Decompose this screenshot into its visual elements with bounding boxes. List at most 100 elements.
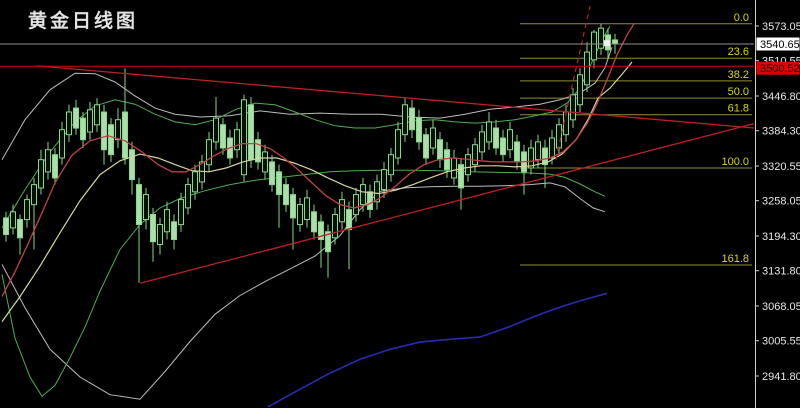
candle-body xyxy=(304,197,310,220)
candle-body xyxy=(3,217,9,235)
candle-body xyxy=(514,141,520,163)
axis-tick-label: 3573.05 xyxy=(762,21,800,33)
candle-body xyxy=(612,39,618,45)
trendline-dashed-steep xyxy=(555,5,591,160)
candle-body xyxy=(234,129,240,151)
candle-body xyxy=(493,127,499,149)
candle-body xyxy=(185,184,191,209)
candle-body xyxy=(52,154,58,179)
candle-body xyxy=(381,169,387,191)
candle-body xyxy=(430,127,436,149)
candle-body xyxy=(479,131,485,153)
alert-price-box-label: 3500.52 xyxy=(760,63,800,75)
candle-body xyxy=(122,111,128,159)
candle-body xyxy=(101,111,107,151)
candle-body xyxy=(353,194,359,216)
candle-body xyxy=(171,221,177,241)
ma-blue-line xyxy=(267,292,608,408)
ma-yellow-line xyxy=(1,61,633,322)
candle-body xyxy=(402,104,408,136)
axis-tick-label: 3131.80 xyxy=(762,266,800,278)
candle-body xyxy=(108,124,114,156)
candle-body xyxy=(157,224,163,245)
candle-body xyxy=(94,104,100,126)
candle-body xyxy=(192,171,198,193)
candle-body xyxy=(311,211,317,233)
candle-body xyxy=(143,194,149,221)
candle-body xyxy=(542,147,548,166)
candle-body xyxy=(535,141,541,161)
candle-body xyxy=(528,147,534,169)
candle-body xyxy=(290,194,296,219)
fib-label: 100.0 xyxy=(721,156,749,168)
candle-body xyxy=(500,137,506,156)
candle-body xyxy=(549,137,555,159)
fib-label: 0.0 xyxy=(734,12,749,24)
candle-body xyxy=(318,221,324,241)
last-price-marker xyxy=(604,40,610,47)
band-green-upper-line xyxy=(1,25,611,229)
candle-body xyxy=(45,149,51,173)
candle-body xyxy=(395,129,401,159)
band-green-lower-line xyxy=(1,169,606,398)
axis-tick-label: 3068.05 xyxy=(762,301,800,313)
candle-body xyxy=(423,134,429,159)
candle-body xyxy=(66,111,72,136)
candle-body xyxy=(472,144,478,166)
candle-body xyxy=(80,117,86,141)
band-gray-upper-line xyxy=(1,46,613,160)
axis-tick-label: 3194.30 xyxy=(762,231,800,243)
candle-body xyxy=(360,184,366,206)
fib-label: 38.2 xyxy=(728,69,749,81)
candle-body xyxy=(59,129,65,159)
candle-body xyxy=(150,214,156,243)
axis-tick-label: 3384.30 xyxy=(762,126,800,138)
candle-body xyxy=(458,164,464,189)
candle-body xyxy=(577,74,583,106)
trendline-descending xyxy=(36,65,755,129)
fib-label: 50.0 xyxy=(728,86,749,98)
candle-body xyxy=(367,191,373,211)
candle-body xyxy=(444,149,450,171)
candle-body xyxy=(437,139,443,161)
chart-title: 黄金日线图 xyxy=(28,10,139,32)
axis-tick-label: 3320.55 xyxy=(762,161,800,173)
candle-body xyxy=(10,211,16,229)
trendline-ascending xyxy=(139,122,755,284)
candle-body xyxy=(178,199,184,226)
candle-body xyxy=(136,184,142,226)
candle-body xyxy=(73,107,79,129)
candle-body xyxy=(24,199,30,221)
candle-body xyxy=(451,157,457,179)
band-gray-lower-line xyxy=(1,182,606,400)
candle-body xyxy=(388,154,394,176)
candle-body xyxy=(206,139,212,166)
candle-body xyxy=(374,181,380,203)
fib-label: 161.8 xyxy=(721,253,749,265)
fib-label: 61.8 xyxy=(728,103,749,115)
alert-price-box xyxy=(756,61,800,75)
candle-body xyxy=(248,104,254,161)
candle-body xyxy=(325,231,331,253)
candle-body xyxy=(297,204,303,226)
candle-body xyxy=(38,159,44,189)
candle-body xyxy=(409,107,415,131)
candle-body xyxy=(241,99,247,176)
axis-tick-label: 3005.55 xyxy=(762,336,800,348)
candle-body xyxy=(269,161,275,186)
candle-body xyxy=(556,124,562,149)
axis-tick-label: 2941.80 xyxy=(762,371,800,383)
candle-body xyxy=(339,199,345,223)
ma-red-line xyxy=(1,23,635,297)
axis-tick-label: 3258.05 xyxy=(762,196,800,208)
candle-body xyxy=(591,31,597,61)
candle-body xyxy=(115,119,121,141)
candle-body xyxy=(332,214,338,239)
last-price-box xyxy=(756,37,800,51)
candle-body xyxy=(598,27,604,49)
candle-body xyxy=(570,94,576,121)
candle-body xyxy=(416,117,422,143)
candle-body xyxy=(346,209,352,231)
